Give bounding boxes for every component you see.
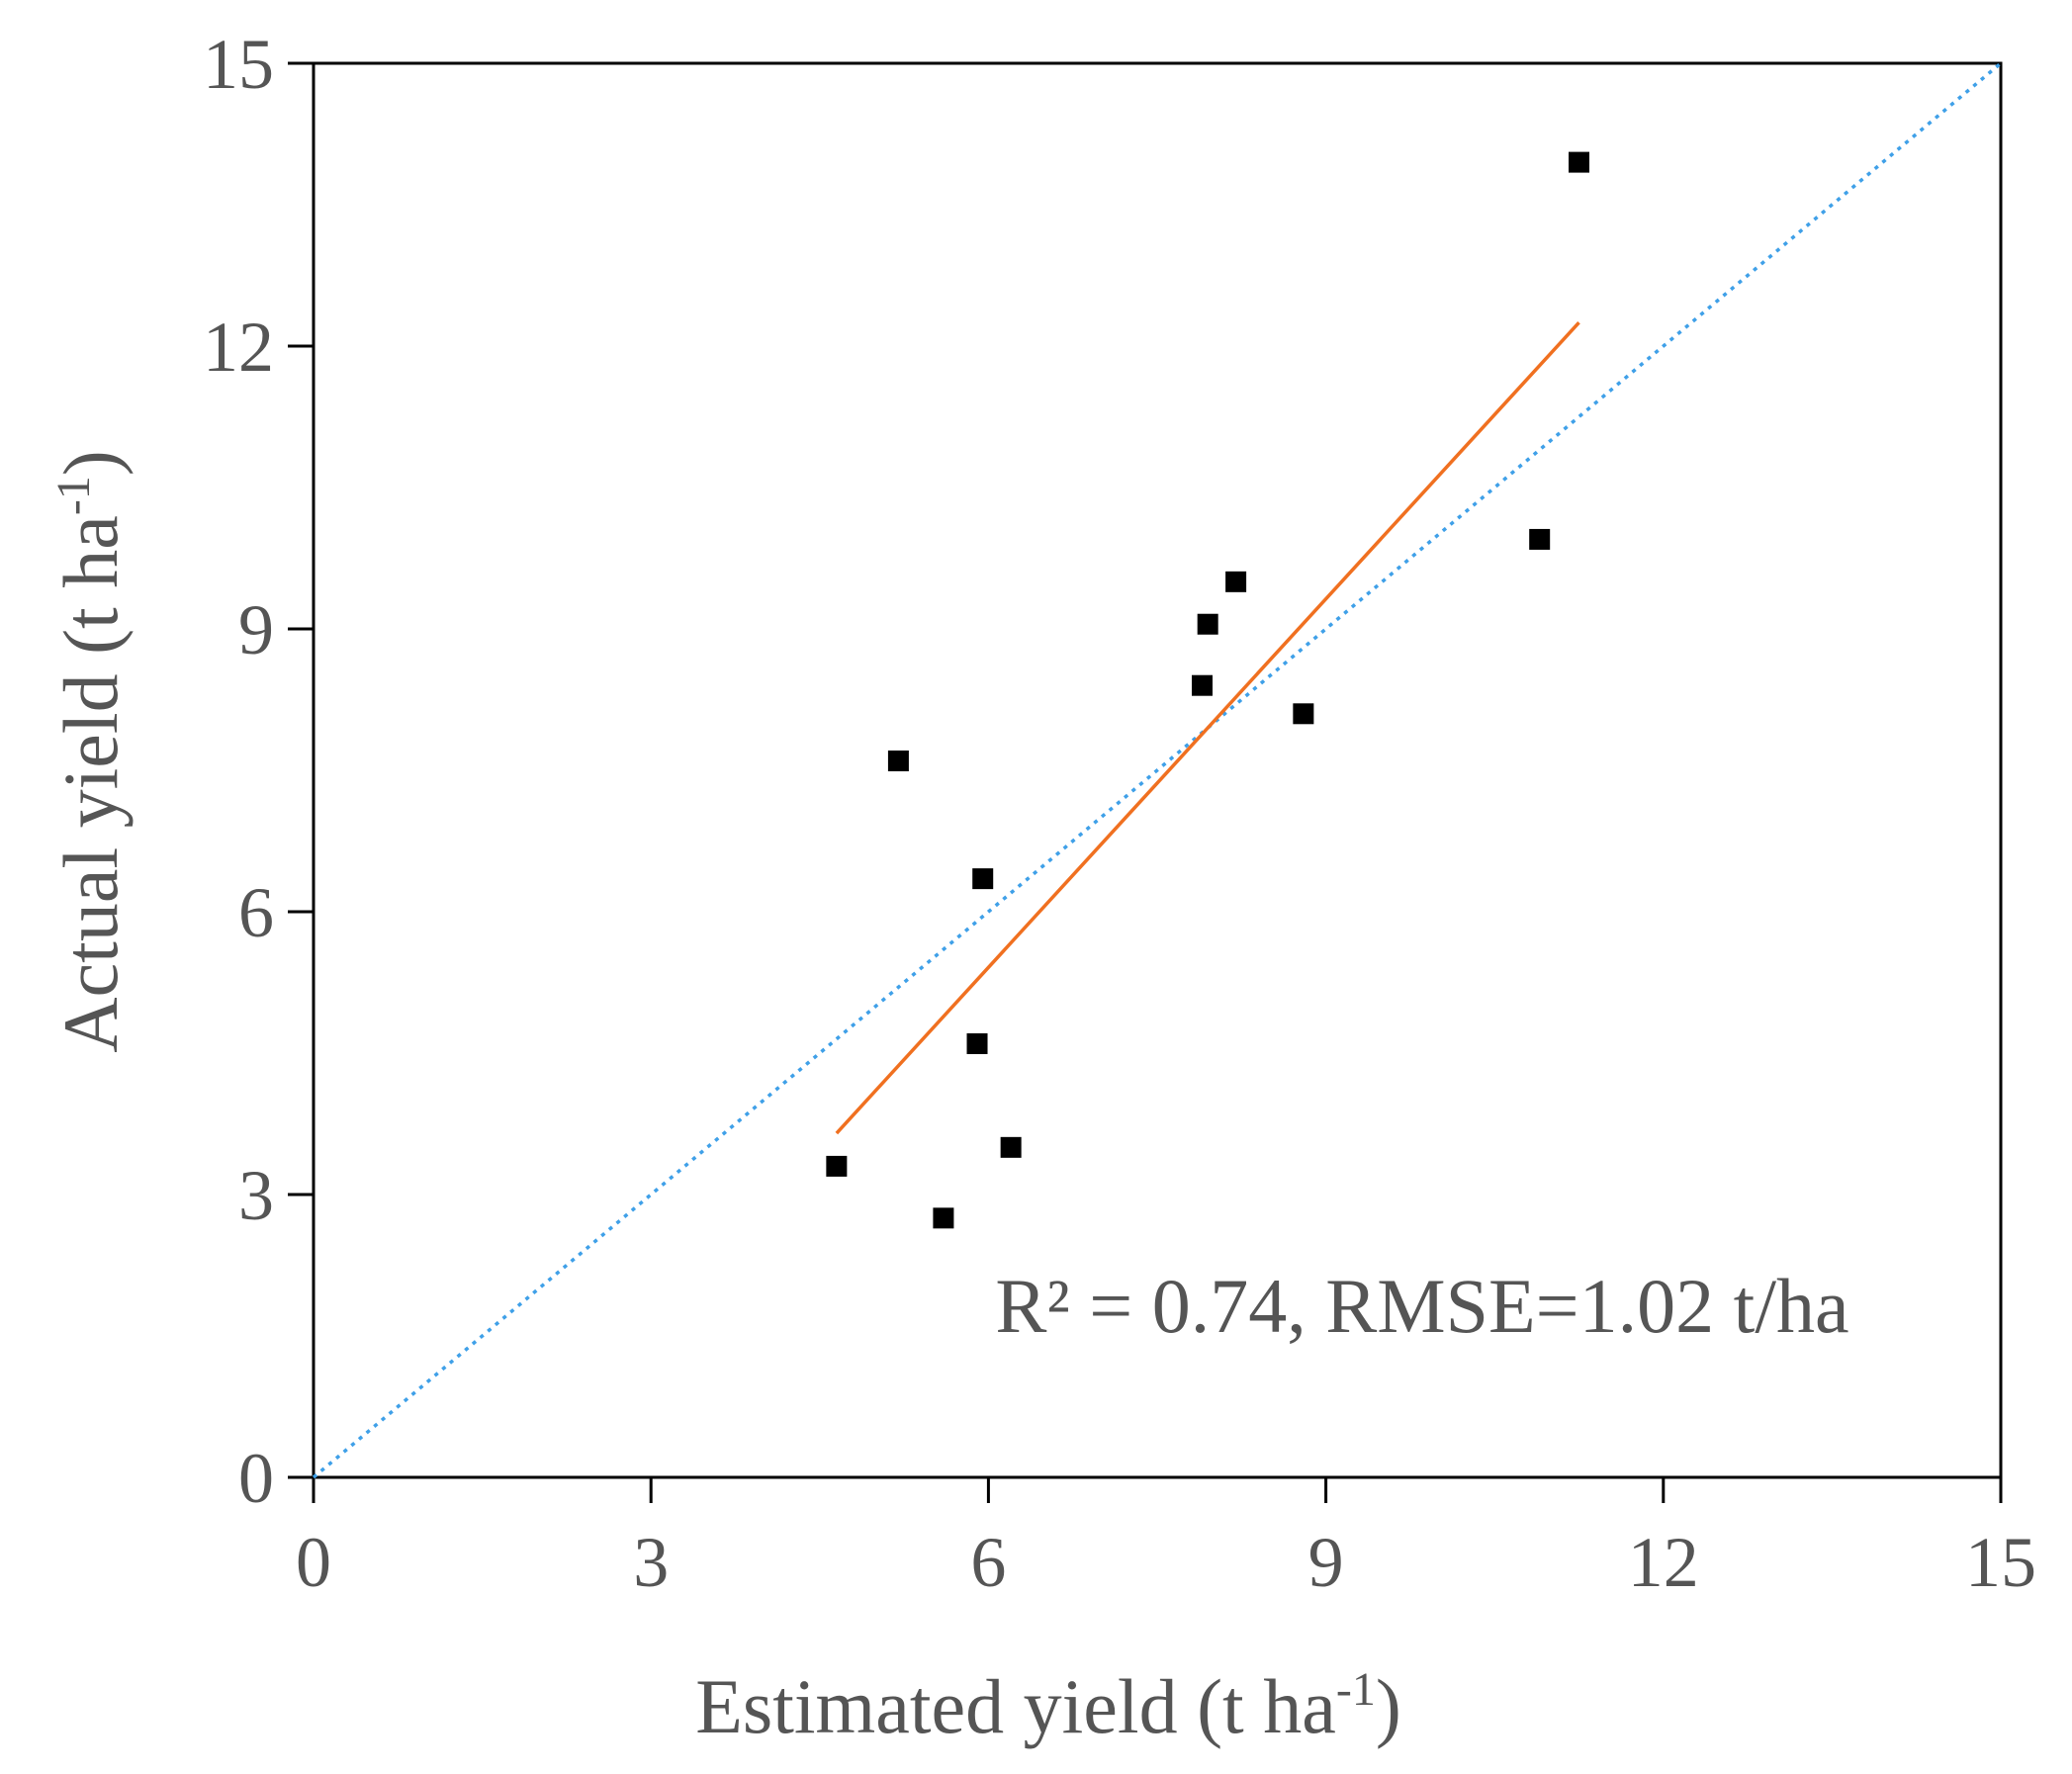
data-point — [1197, 613, 1218, 635]
y-axis: 0 3 6 9 12 15 — [203, 25, 314, 1518]
data-point — [1293, 703, 1314, 725]
data-points — [826, 151, 1589, 1229]
data-point — [1191, 674, 1213, 696]
data-point — [966, 1032, 988, 1054]
y-axis-title: Actual yield (t ha-1) — [47, 450, 134, 1053]
data-point — [1529, 528, 1551, 550]
reference-line-1to1 — [312, 61, 2003, 1479]
x-tick-label: 9 — [1308, 1523, 1344, 1602]
x-tick-label: 0 — [296, 1523, 331, 1602]
fit-statistics-annotation: R² = 0.74, RMSE=1.02 t/ha — [995, 1263, 1848, 1349]
data-point — [933, 1207, 954, 1229]
y-tick-label: 0 — [238, 1439, 274, 1518]
y-tick-label: 9 — [238, 590, 274, 669]
x-tick-label: 3 — [633, 1523, 669, 1602]
x-tick-label: 12 — [1628, 1523, 1699, 1602]
data-point — [1225, 571, 1247, 592]
y-tick-label: 3 — [238, 1156, 274, 1235]
x-axis-title: Estimated yield (t ha-1) — [695, 1663, 1401, 1749]
x-axis: 0 3 6 9 12 15 — [296, 1477, 2036, 1602]
data-point — [887, 750, 909, 771]
plot-frame — [312, 61, 2003, 1479]
regression-fit-line — [835, 320, 1580, 1135]
data-point — [972, 868, 994, 890]
y-tick-label: 6 — [238, 873, 274, 952]
x-tick-label: 6 — [970, 1523, 1006, 1602]
data-point — [826, 1155, 848, 1177]
y-tick-label: 12 — [203, 308, 274, 387]
data-point — [1569, 151, 1589, 173]
data-point — [1000, 1136, 1022, 1158]
y-tick-label: 15 — [203, 25, 274, 104]
x-tick-label: 15 — [1965, 1523, 2036, 1602]
